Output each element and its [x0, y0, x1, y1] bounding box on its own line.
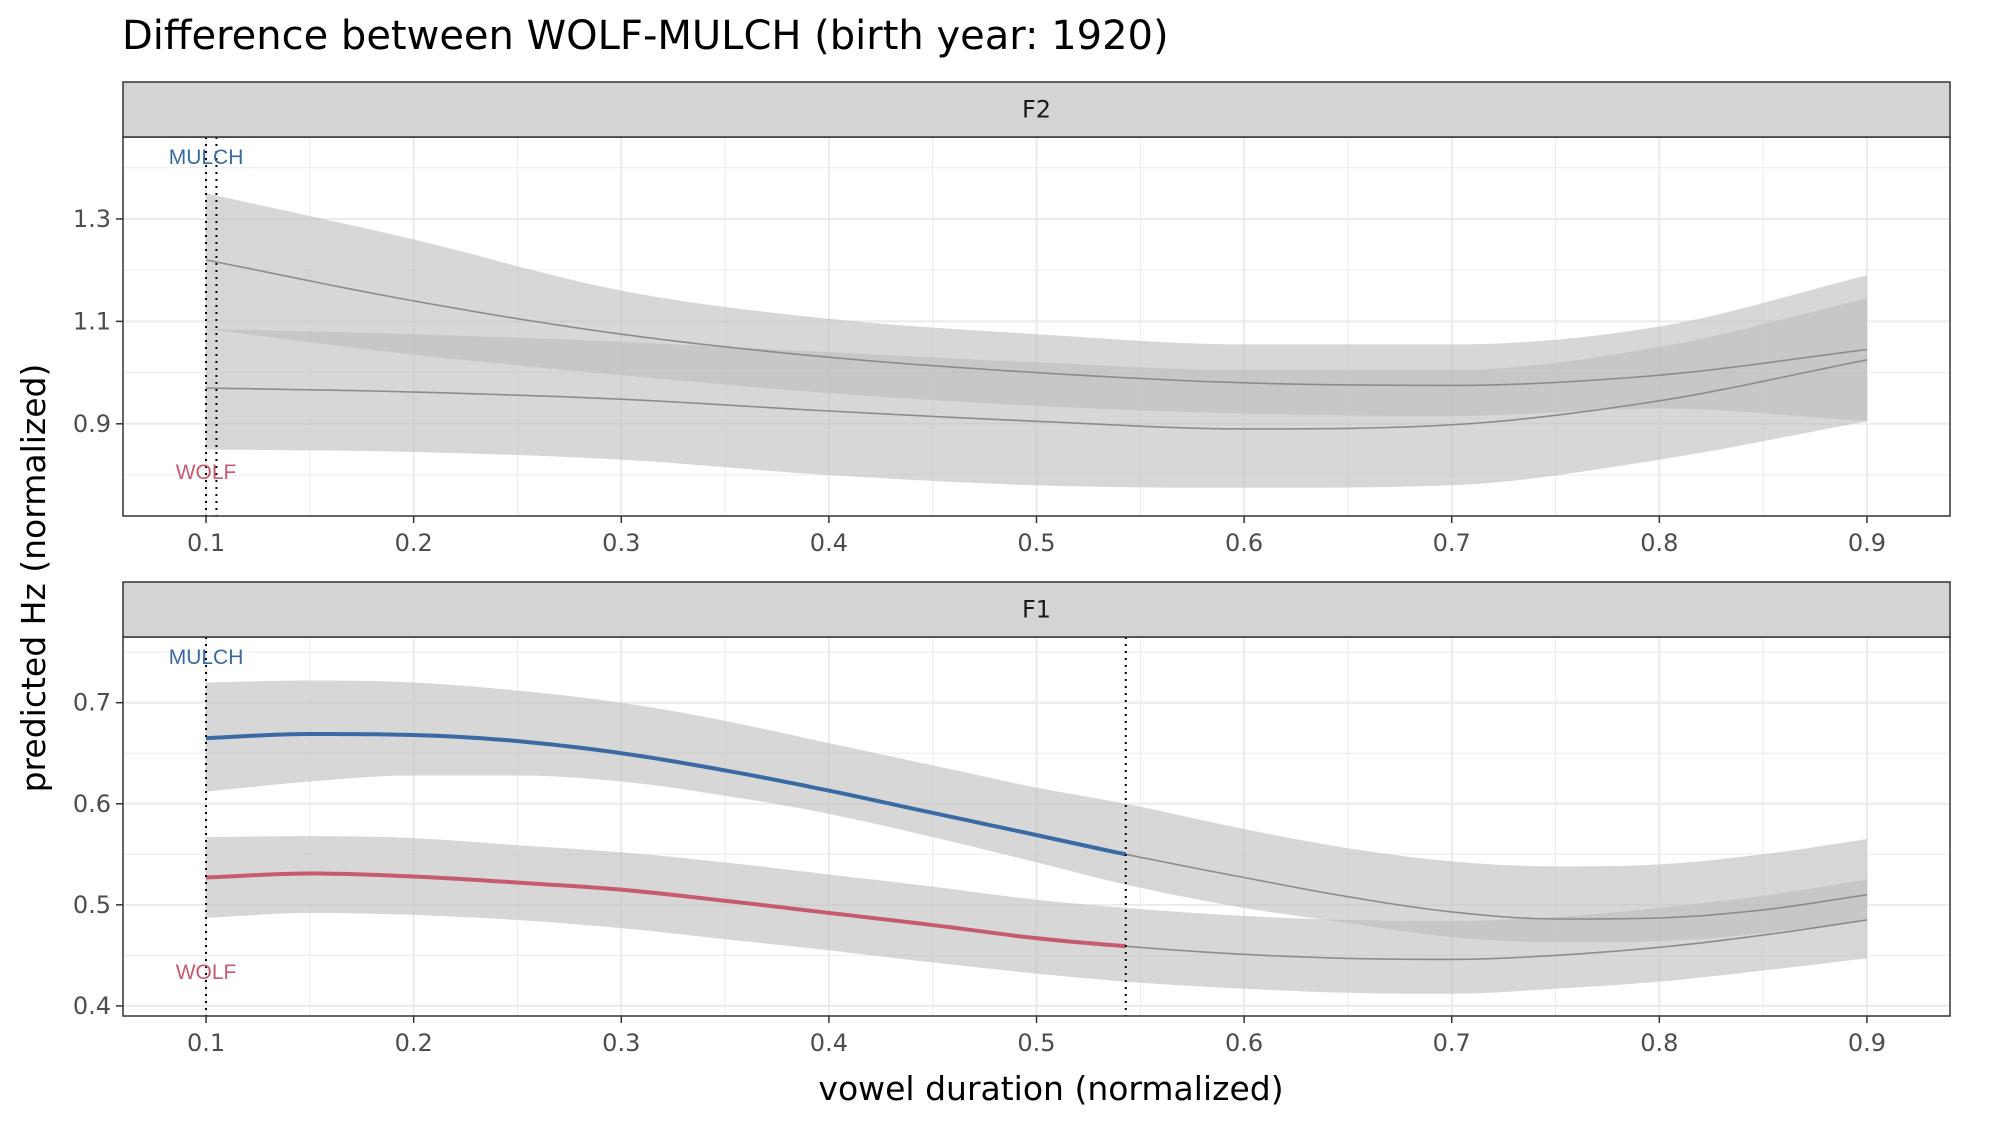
x-tick-label: 0.2: [395, 1029, 433, 1057]
x-tick-label: 0.3: [602, 1029, 640, 1057]
annotation-wolf: WOLF: [176, 961, 237, 984]
y-tick-label: 0.6: [73, 790, 111, 818]
facet-f2: MULCH WOLF F2 0.9 1.1 1.3 0.1 0.2 0.3 0.4 0.5 0.6 0.…: [73, 81, 1951, 557]
x-tick-label: 0.3: [602, 529, 640, 557]
line-wolf: [205, 359, 1868, 430]
highlight-line-mulch: [205, 732, 1127, 857]
y-tick-label: 1.3: [73, 205, 111, 233]
x-tick-label: 0.4: [810, 1029, 848, 1057]
line-mulch: [205, 259, 1868, 387]
x-tick-label: 0.8: [1640, 1029, 1678, 1057]
facet-strip-label: F2: [1022, 96, 1051, 124]
y-axis-title: predicted Hz (normalized): [14, 364, 53, 793]
facet-strip: [122, 81, 1951, 138]
ribbon-wolf: [206, 836, 1867, 994]
x-tick-label: 0.5: [1017, 1029, 1055, 1057]
annotation-mulch: MULCH: [169, 146, 244, 169]
x-tick-label: 0.5: [1017, 529, 1055, 557]
facet-strip-label: F1: [1022, 596, 1051, 624]
highlight-line-wolf: [205, 871, 1126, 949]
x-tick-label: 0.6: [1225, 1029, 1263, 1057]
x-tick-label: 0.8: [1640, 529, 1678, 557]
x-axis-title: vowel duration (normalized): [818, 1069, 1283, 1108]
facet-panels: MULCH WOLF F2 0.9 1.1 1.3 0.1 0.2 0.3 0.4 0.5 0.6 0.…: [73, 81, 1951, 1057]
ribbon-mulch: [206, 680, 1867, 943]
x-tick-label: 0.6: [1225, 529, 1263, 557]
facet-strip: [122, 581, 1951, 638]
x-tick-label: 0.9: [1848, 529, 1886, 557]
x-tick-label: 0.2: [395, 529, 433, 557]
annotation-wolf: WOLF: [176, 461, 237, 484]
x-tick-label: 0.7: [1433, 529, 1471, 557]
ribbon-wolf: [206, 298, 1867, 488]
chart-title: Difference between WOLF-MULCH (birth yea…: [122, 13, 1169, 59]
facet-f1: MULCH WOLF F1 0.4 0.5 0.6 0.7 0.1 0.2 0.3 0.4 0.5 0.…: [73, 581, 1951, 1057]
annotation-mulch: MULCH: [169, 646, 244, 669]
y-tick-label: 0.9: [73, 410, 111, 438]
x-tick-label: 0.9: [1848, 1029, 1886, 1057]
y-tick-label: 0.7: [73, 689, 111, 717]
x-tick-label: 0.4: [810, 529, 848, 557]
x-tick-label: 0.1: [187, 1029, 225, 1057]
y-tick-label: 0.4: [73, 992, 111, 1020]
x-tick-label: 0.7: [1433, 1029, 1471, 1057]
y-tick-label: 0.5: [73, 891, 111, 919]
x-tick-label: 0.1: [187, 529, 225, 557]
y-tick-label: 1.1: [73, 307, 111, 335]
